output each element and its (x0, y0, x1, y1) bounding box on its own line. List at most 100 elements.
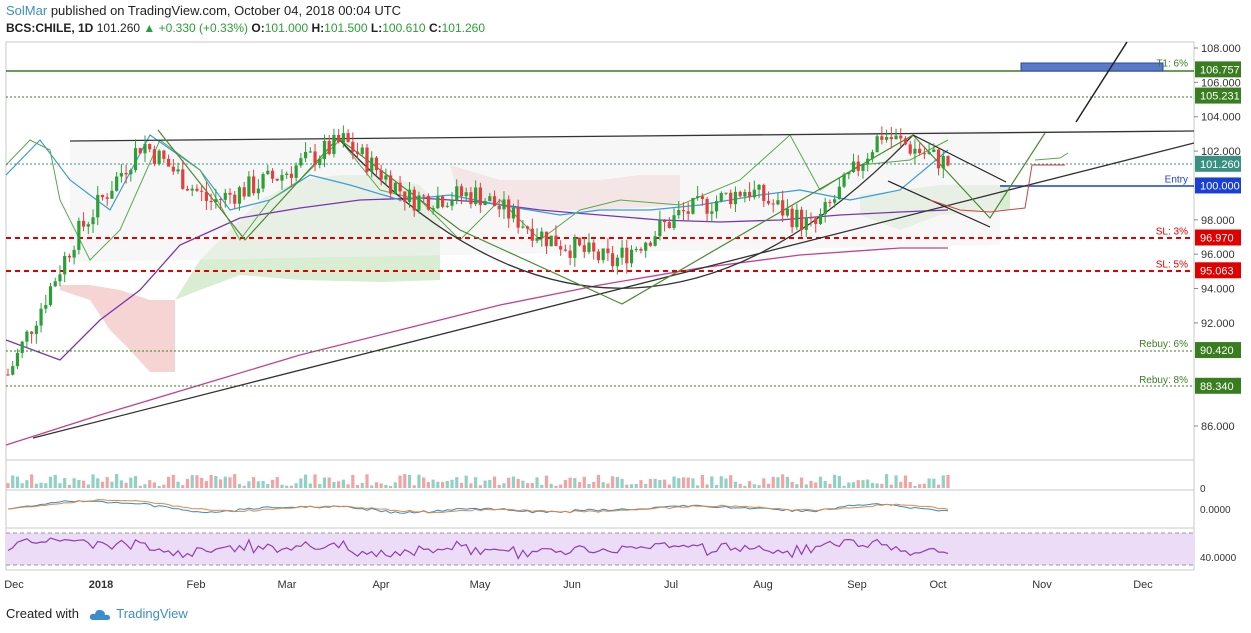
volume-bar (936, 484, 941, 488)
candle-body (242, 187, 246, 197)
signal-line (7, 499, 949, 514)
channel-line-upper[interactable] (912, 134, 1007, 183)
pattern-zigzag[interactable] (157, 129, 1046, 305)
support-trendline[interactable] (32, 142, 1195, 439)
candle-body (629, 249, 634, 264)
candle-body (459, 186, 464, 197)
author-link[interactable]: SolMar (6, 3, 48, 18)
volume-bar (568, 477, 572, 488)
candle-body (856, 161, 860, 171)
price-tick-label: 102.000 (1201, 146, 1241, 158)
candle-body (152, 149, 157, 164)
candle-body (200, 190, 204, 192)
candle-body (752, 189, 756, 198)
candle-body (351, 141, 355, 152)
level-price-label: 96.970 (1200, 233, 1234, 245)
volume-bar (39, 482, 43, 488)
volume-bar (157, 485, 161, 488)
candle-body (360, 147, 364, 155)
candle-body (322, 141, 327, 160)
volume-bar (115, 474, 119, 488)
candle-body (204, 191, 208, 201)
volume-bar (100, 481, 105, 488)
tradingview-cloud-icon (89, 609, 110, 620)
target-zone-box[interactable] (1020, 62, 1164, 72)
volume-bar (691, 478, 695, 488)
candle-body (261, 174, 265, 189)
volume-bar (658, 479, 662, 488)
candle-body (776, 200, 780, 205)
ohlc-legend: BCS:CHILE, 1D 101.260 ▲ +0.330 (+0.33%) … (6, 21, 485, 35)
volume-bar (766, 483, 771, 488)
candles-group[interactable] (6, 125, 950, 376)
volume-bar (833, 474, 837, 488)
projection-line[interactable] (1075, 41, 1128, 123)
candle-body (809, 217, 813, 219)
candle-body (379, 170, 383, 180)
volume-bar (795, 484, 799, 488)
volume-bar (781, 474, 785, 488)
volume-bar (275, 477, 279, 488)
volume-bar (440, 482, 445, 488)
volume-bar (450, 479, 454, 488)
candle-body (743, 191, 747, 197)
footer: Created with TradingView (6, 606, 188, 621)
volume-bar (667, 484, 671, 488)
candle-body (625, 247, 629, 264)
candle-body (256, 188, 260, 194)
candle-body (880, 136, 884, 140)
volume-bar (105, 477, 109, 488)
candle-body (875, 136, 879, 153)
volume-bar (308, 483, 312, 488)
candle-body (700, 196, 704, 199)
volume-bar (204, 481, 208, 488)
volume-bar (743, 485, 747, 488)
price-chart[interactable]: 108.000 106.000 104.000 102.000 98.000 96.000… (0, 0, 1251, 600)
candle-body (133, 148, 138, 171)
macd-pane[interactable] (5, 489, 1195, 529)
candle-body (138, 148, 142, 154)
candle-body (464, 192, 468, 197)
candle-body (932, 149, 936, 152)
time-axis[interactable]: Dec 2018 Feb Mar Apr May Jun Jul Aug Sep Oct Nov Dec (4, 579, 1153, 591)
candle-body (644, 242, 648, 251)
candle-body (30, 331, 34, 334)
candle-body (535, 238, 539, 241)
candle-body (190, 188, 194, 191)
volume-bar (932, 478, 936, 488)
volume-bar (729, 475, 733, 488)
volume-bar (167, 476, 171, 488)
volume-bar (592, 481, 596, 488)
volume-bar (582, 476, 586, 488)
level-price-box (1195, 155, 1241, 172)
level-price-box (1195, 377, 1241, 394)
level-price-box (1195, 342, 1241, 359)
volume-bar (625, 484, 629, 488)
resistance-trendline[interactable] (69, 130, 1195, 142)
price-axis[interactable]: 108.000 106.000 104.000 102.000 98.000 96.000… (1194, 43, 1241, 433)
volume-bar (540, 484, 544, 488)
volume-bar (365, 474, 369, 488)
level-name-label: Rebuy: 8% (1139, 375, 1188, 386)
candle-body (252, 176, 256, 194)
volume-bar (228, 477, 232, 488)
candle-body (209, 200, 213, 203)
candle-body (337, 134, 341, 143)
volume-bar (705, 484, 709, 488)
volume-bar (696, 485, 700, 488)
volume-bar (903, 475, 908, 488)
volume-bar (58, 483, 62, 488)
volume-bar (53, 474, 57, 488)
volume-bar (629, 484, 634, 488)
candle-body (218, 199, 223, 201)
candle-body (677, 210, 681, 216)
channel-line-lower[interactable] (887, 180, 991, 228)
volume-bar (355, 484, 360, 488)
level-price-label: 90.420 (1200, 345, 1234, 357)
volume-bar (927, 478, 931, 488)
candle-body (34, 325, 38, 334)
candle-body (913, 148, 917, 154)
tradingview-link[interactable]: TradingView (116, 606, 188, 621)
level-name-label: SL: 3% (1156, 227, 1188, 238)
candle-body (44, 305, 48, 309)
